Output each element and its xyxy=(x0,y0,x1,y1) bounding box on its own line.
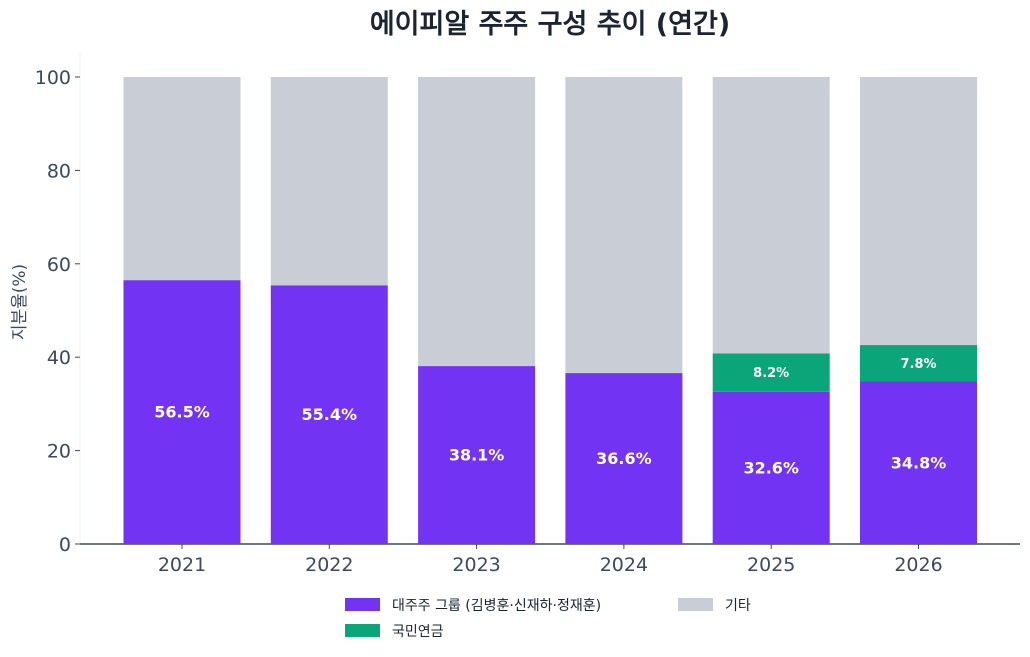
data-label: 34.8% xyxy=(891,453,947,472)
data-label: 7.8% xyxy=(900,357,936,372)
bar-segment xyxy=(860,345,977,382)
bar-segment xyxy=(712,353,830,392)
y-tick-label: 100 xyxy=(35,67,71,89)
data-label: 55.4% xyxy=(302,405,358,424)
bar-segment xyxy=(123,77,241,281)
bar-segment xyxy=(270,77,388,286)
data-label: 56.5% xyxy=(154,403,210,422)
chart-title: 에이피알 주주 구성 추이 (연간) xyxy=(370,9,730,40)
bar-segment xyxy=(123,280,241,544)
data-label: 8.2% xyxy=(753,366,789,381)
bar-segment xyxy=(418,77,536,367)
bar-segment xyxy=(565,373,683,544)
legend-label: 국민연금 xyxy=(392,624,444,640)
legend-swatch xyxy=(345,598,380,611)
y-tick-label: 60 xyxy=(47,254,71,276)
x-tick-label: 2023 xyxy=(452,554,500,576)
data-label: 38.1% xyxy=(449,446,505,465)
x-tick-label: 2025 xyxy=(747,554,795,576)
y-tick-label: 20 xyxy=(47,441,71,463)
data-label: 32.6% xyxy=(743,458,799,477)
legend-swatch xyxy=(345,624,380,637)
bar-segment xyxy=(712,391,830,544)
data-label: 36.6% xyxy=(596,449,652,468)
legend-label: 기타 xyxy=(725,598,751,614)
y-tick-label: 0 xyxy=(59,534,71,556)
x-tick-label: 2021 xyxy=(158,554,206,576)
x-tick-label: 2026 xyxy=(894,554,942,576)
bar-segment xyxy=(270,285,388,544)
y-axis-label: 지분율(%) xyxy=(10,264,30,340)
plot-area: 0 20 40 60 80 100 56.5% 2021 55.4% 2022 38.1% 2023 3… xyxy=(35,52,1020,576)
bar-segment xyxy=(418,366,536,544)
bar-segment xyxy=(860,77,977,346)
y-tick-label: 40 xyxy=(47,347,71,369)
bar-segment xyxy=(712,77,830,354)
x-tick-label: 2024 xyxy=(600,554,648,576)
legend-swatch xyxy=(678,598,713,611)
x-tick-label: 2022 xyxy=(305,554,353,576)
bar-segment xyxy=(565,77,683,374)
bar-segment xyxy=(860,381,977,544)
y-tick-label: 80 xyxy=(47,160,71,182)
legend-label: 대주주 그룹 (김병훈·신재하·정재훈) xyxy=(392,598,601,614)
